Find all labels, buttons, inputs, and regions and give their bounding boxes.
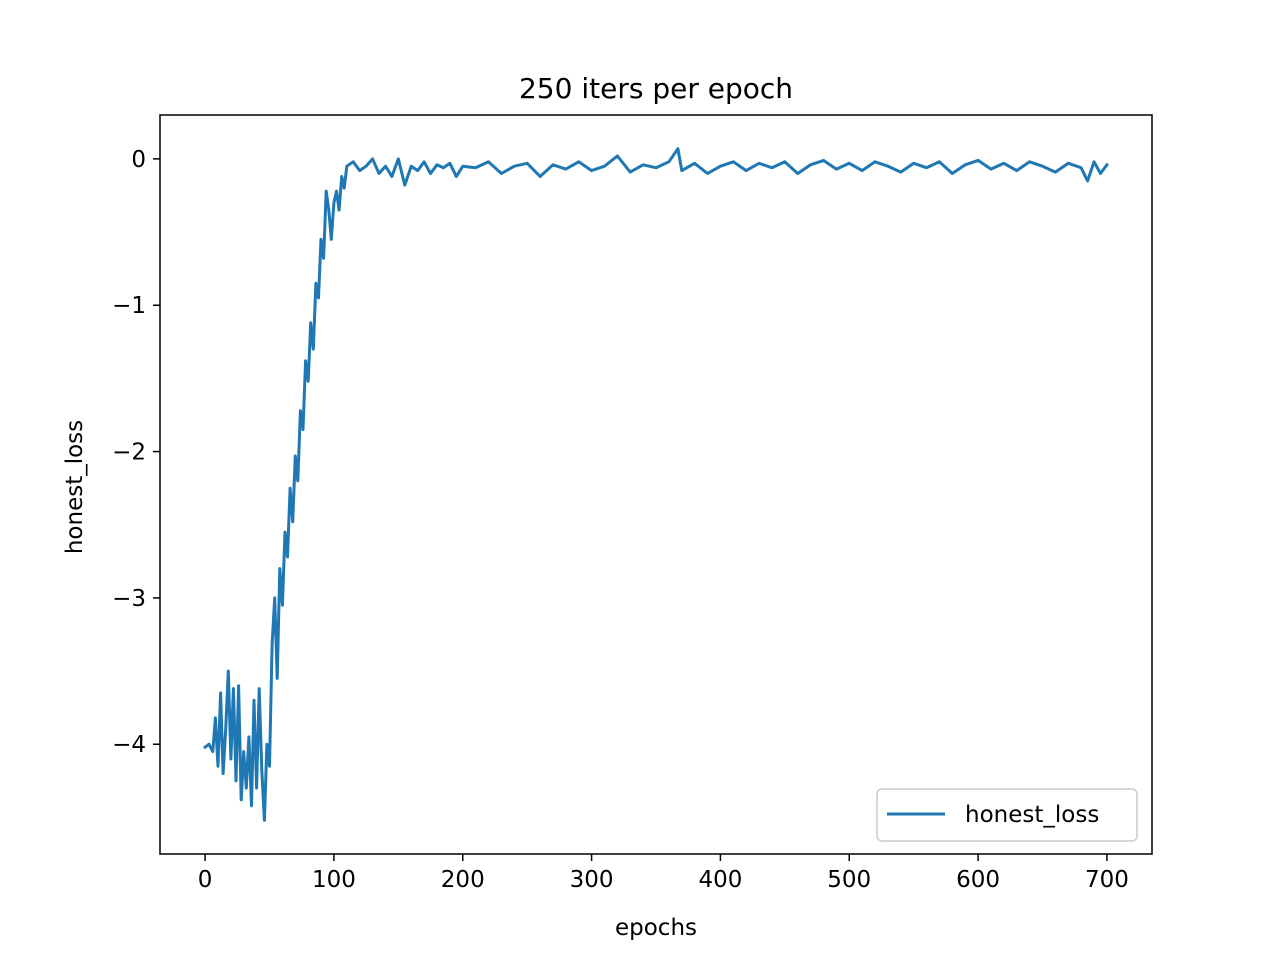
y-tick-label: −4 — [112, 732, 146, 758]
x-tick-label: 500 — [827, 867, 871, 893]
chart-title: 250 iters per epoch — [519, 72, 793, 105]
plot-area — [159, 114, 1153, 855]
x-axis-label: epochs — [615, 915, 697, 941]
x-tick-label: 0 — [198, 867, 213, 893]
y-tick-label: 0 — [131, 147, 146, 173]
y-tick-label: −3 — [112, 586, 146, 612]
x-axis-ticks: 0 100 200 300 400 500 600 700 — [198, 854, 1129, 893]
x-tick-label: 700 — [1085, 867, 1129, 893]
legend: honest_loss — [876, 788, 1138, 842]
legend-box — [876, 788, 1138, 842]
y-axis-label: honest_loss — [62, 420, 88, 554]
plot-frame — [159, 114, 1153, 855]
x-tick-label: 300 — [570, 867, 614, 893]
y-tick-label: −2 — [112, 440, 146, 466]
x-tick-label: 600 — [956, 867, 1000, 893]
x-tick-label: 400 — [698, 867, 742, 893]
legend-label-honest-loss: honest_loss — [965, 802, 1099, 828]
y-axis-ticks: 0 −1 −2 −3 −4 — [112, 147, 160, 758]
x-tick-label: 100 — [312, 867, 356, 893]
y-tick-label: −1 — [112, 293, 146, 319]
plot-background — [160, 115, 1152, 854]
x-tick-label: 200 — [441, 867, 485, 893]
series-line-honest-loss — [202, 147, 1109, 822]
